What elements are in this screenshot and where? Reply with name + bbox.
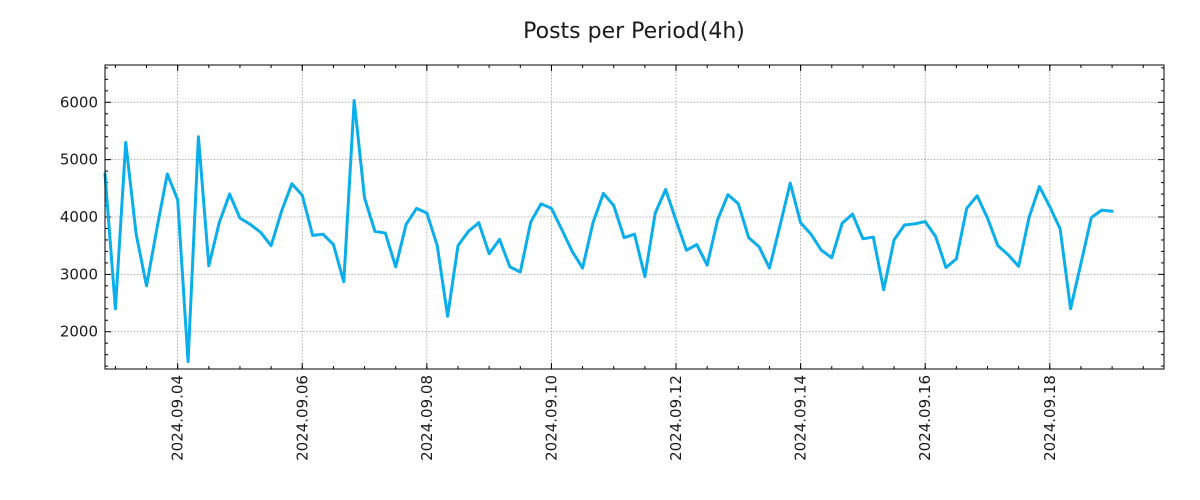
x-tick-label: 2024.09.18 (1041, 375, 1059, 461)
x-tick-label: 2024.09.12 (667, 375, 685, 461)
x-tick-label: 2024.09.14 (792, 375, 810, 461)
chart-title: Posts per Period(4h) (523, 19, 745, 44)
x-tick-label: 2024.09.16 (916, 375, 934, 461)
x-axis-labels: 2024.09.04 2024.09.06 2024.09.08 2024.09.10… (169, 375, 1059, 461)
x-tick-label: 2024.09.04 (169, 375, 187, 461)
grid-layer (105, 65, 1164, 369)
x-tick-label: 2024.09.10 (542, 375, 560, 461)
series-layer (103, 99, 1114, 364)
y-tick-label: 2000 (60, 323, 98, 341)
y-tick-label: 4000 (60, 208, 98, 226)
y-tick-label: 6000 (60, 93, 98, 111)
y-tick-label: 5000 (60, 151, 98, 169)
series-line-posts (103, 99, 1114, 364)
x-tick-label: 2024.09.08 (418, 375, 436, 461)
y-axis-labels: 2000 3000 4000 5000 6000 (60, 93, 98, 340)
plot-frame (104, 64, 1165, 370)
x-tick-label: 2024.09.06 (293, 375, 311, 461)
y-tick-label: 3000 (60, 265, 98, 283)
